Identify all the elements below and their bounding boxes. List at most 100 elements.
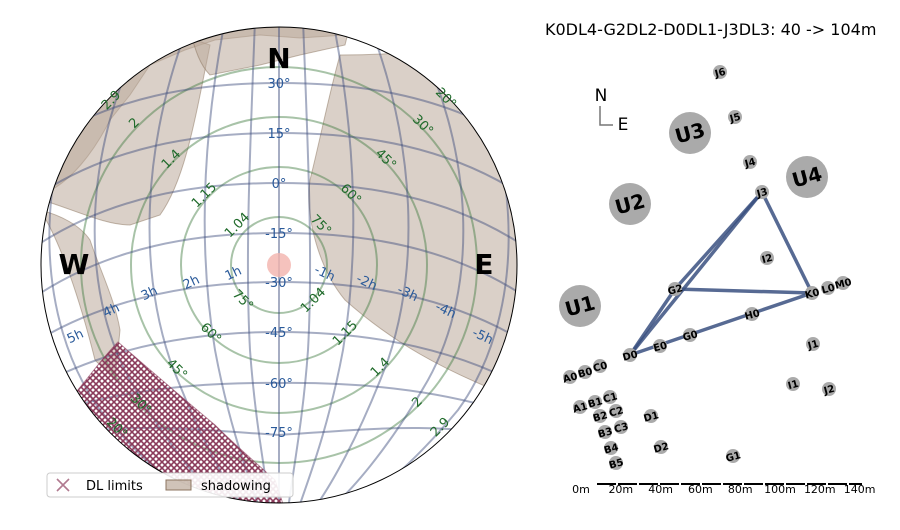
- station-label: J3: [755, 187, 769, 201]
- station-label: I2: [761, 253, 774, 266]
- legend-shadowing: shadowing: [201, 479, 271, 494]
- hour-angle-curve: [246, 27, 271, 503]
- station-marker: [822, 382, 836, 396]
- station-label: B5: [608, 457, 625, 471]
- shadowing-region: [41, 39, 211, 226]
- hour-angle-label: 5h: [65, 327, 86, 348]
- hour-angle-curve: [287, 27, 312, 503]
- altitude-circle: [130, 116, 428, 414]
- sky-disk: [41, 27, 517, 503]
- station-label: C2: [608, 405, 625, 419]
- hour-angle-label: 4h: [101, 301, 122, 322]
- station-marker: [760, 251, 774, 265]
- station-marker: [593, 359, 607, 373]
- scale-label: 0m: [572, 483, 590, 496]
- west-label: W: [59, 248, 90, 281]
- station-marker: [805, 286, 819, 300]
- hour-angle-label: 3h: [139, 284, 160, 305]
- array-title: K0DL4-G2DL2-D0DL1-J3DL3: 40 -> 104m: [545, 20, 877, 39]
- scale-label: 80m: [728, 483, 753, 496]
- station-label: G1: [725, 450, 743, 465]
- scale-label: 100m: [764, 483, 796, 496]
- station-label: D2: [653, 441, 671, 456]
- scale-label: 20m: [608, 483, 633, 496]
- dl-limits-icon: [56, 478, 70, 492]
- declination-label: -15°: [265, 227, 293, 242]
- station-label: A0: [562, 371, 579, 385]
- station-marker: [603, 390, 617, 404]
- station-marker: [713, 65, 727, 79]
- hour-angle-curve: [327, 27, 465, 503]
- declination-label: 30°: [267, 77, 290, 92]
- station-marker: [683, 328, 697, 342]
- altitude-label: 1.04: [298, 285, 329, 316]
- station-marker: [604, 441, 618, 455]
- station-label: J6: [713, 67, 727, 81]
- altitude-label: 1.15: [330, 318, 361, 349]
- compass-east: E: [618, 115, 629, 135]
- altitude-label: 75°: [229, 287, 256, 314]
- hour-angle-curve: [297, 27, 355, 503]
- station-marker: [593, 409, 607, 423]
- station-label: B3: [597, 426, 614, 440]
- station-label: J4: [743, 157, 757, 171]
- station-marker: [654, 440, 668, 454]
- declination-label: -60°: [265, 377, 293, 392]
- sky-horizon: [40, 26, 518, 504]
- shadowing-swatch: [165, 479, 192, 491]
- unit-telescope: [559, 285, 601, 327]
- altitude-circle: [80, 66, 478, 464]
- station-marker: [578, 365, 592, 379]
- scale-label: 140m: [844, 483, 876, 496]
- altitude-circle: [230, 216, 328, 314]
- unit-telescope: [609, 183, 651, 225]
- declination-label: -75°: [265, 426, 293, 441]
- station-label: G2: [667, 283, 685, 298]
- station-marker: [821, 281, 835, 295]
- station-marker: [573, 400, 587, 414]
- unit-telescope: [669, 112, 711, 154]
- station-label: K0: [804, 287, 821, 301]
- station-label: B1: [587, 396, 604, 410]
- station-marker: [614, 420, 628, 434]
- north-label: N: [267, 42, 290, 75]
- sky-chart: N W E 30° 15° 0° -15° -30° -45° -60° -75° 1h 2h 3h 4h 5…: [40, 26, 518, 504]
- station-marker: [609, 456, 623, 470]
- station-marker: [598, 425, 612, 439]
- station-label: D0: [622, 349, 640, 364]
- station-marker: [609, 404, 623, 418]
- declination-curve: [41, 81, 517, 151]
- declination-curve: [41, 280, 517, 346]
- station-label: A1: [572, 401, 589, 415]
- baseline: [628, 190, 764, 357]
- declination-label: 0°: [272, 177, 287, 192]
- baseline: [760, 191, 814, 294]
- legend: DL limits shadowing: [46, 472, 294, 498]
- declination-curve: [41, 181, 517, 251]
- scale-label: 40m: [648, 483, 673, 496]
- declination-curve: [41, 131, 517, 201]
- station-marker: [668, 282, 682, 296]
- declination-label: -30°: [265, 276, 293, 291]
- station-label: H0: [744, 308, 762, 323]
- baseline: [674, 287, 813, 295]
- hour-angle-curve: [312, 27, 410, 503]
- station-label: J1: [806, 339, 820, 353]
- shadowing-region: [41, 209, 121, 382]
- station-label: G0: [682, 329, 700, 344]
- station-marker: [743, 155, 757, 169]
- station-marker: [563, 370, 577, 384]
- station-marker: [728, 110, 742, 124]
- scale-label: 60m: [688, 483, 713, 496]
- hour-angle-label: 1h: [223, 264, 244, 285]
- station-marker: [745, 307, 759, 321]
- compass-arrows: [599, 106, 613, 126]
- station-label: C0: [592, 360, 609, 374]
- station-label: I1: [787, 379, 800, 392]
- station-label: D1: [643, 410, 661, 425]
- station-label: J5: [728, 112, 742, 126]
- station-label: J2: [822, 384, 836, 398]
- station-label: B4: [603, 442, 620, 456]
- declination-curve: [41, 231, 517, 301]
